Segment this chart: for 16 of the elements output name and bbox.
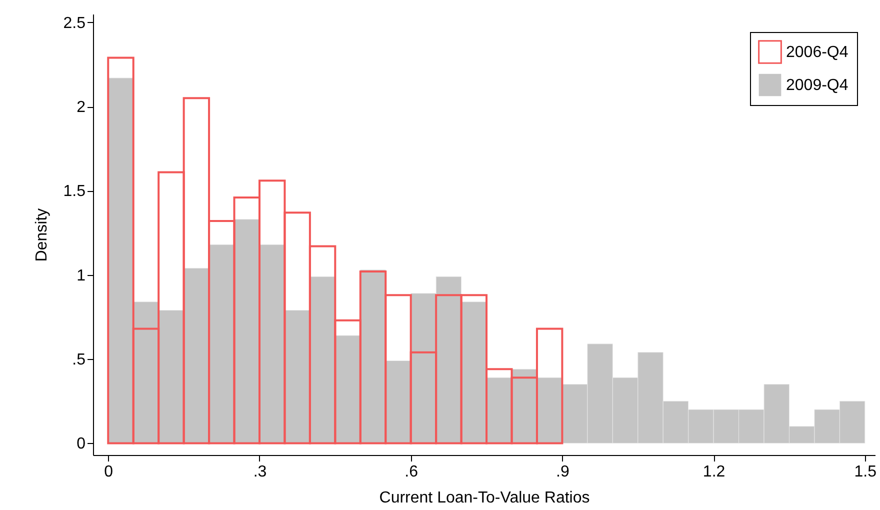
y-tick-label: 1 xyxy=(76,267,86,284)
x-tick-label: 0 xyxy=(104,464,114,480)
x-tick-label: .9 xyxy=(556,464,570,480)
x-tick-label: .6 xyxy=(404,464,418,480)
y-axis-title: Density xyxy=(33,208,50,262)
y-tick-label: 1.5 xyxy=(63,183,86,200)
legend-label: 2006-Q4 xyxy=(786,44,848,61)
x-tick-label: 1.5 xyxy=(854,464,877,480)
x-tick-label: .3 xyxy=(253,464,267,480)
y-tick-label: 0 xyxy=(76,436,86,453)
y-tick-label: 2.5 xyxy=(63,14,86,32)
y-tick-label: 2 xyxy=(76,99,86,116)
y-tick-label: .5 xyxy=(72,352,86,369)
legend-label: 2009-Q4 xyxy=(786,77,848,94)
x-tick-label: 1.2 xyxy=(702,464,726,480)
x-axis-title: Current Loan-To-Value Ratios xyxy=(379,490,590,506)
